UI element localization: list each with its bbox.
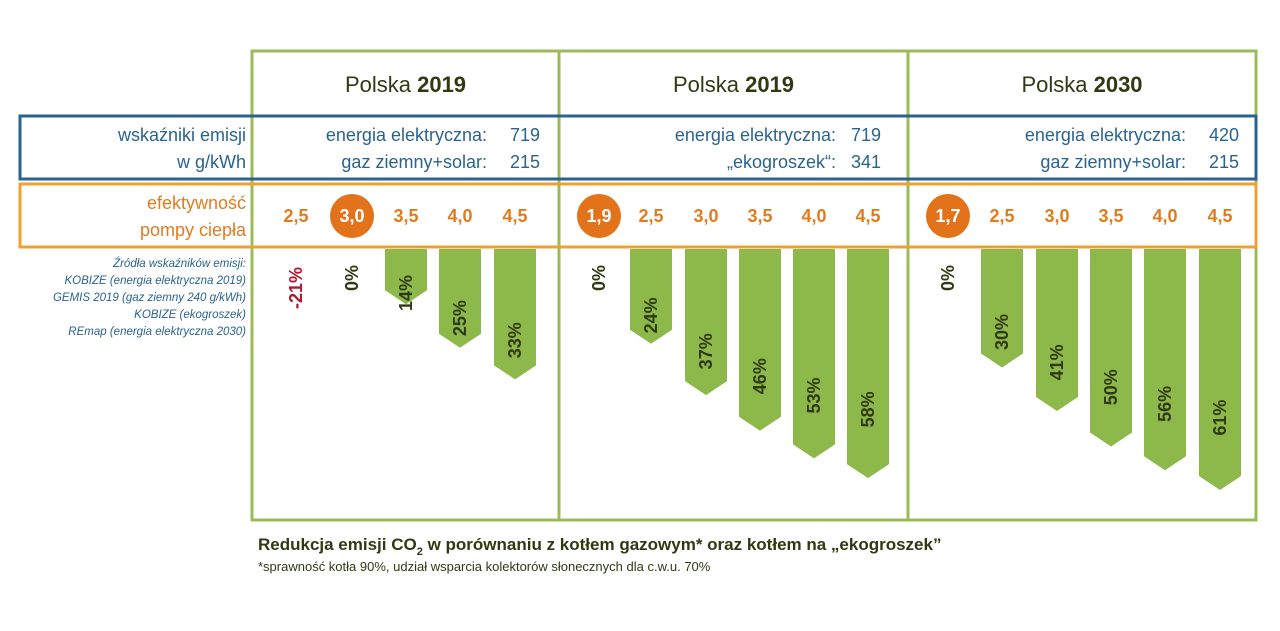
emission-factor-label: energia elektryczna: [326, 125, 487, 145]
reduction-bar [1144, 249, 1186, 471]
source-line: KOBIZE (energia elektryczna 2019) [64, 275, 246, 287]
panel-title: Polska 2019 [345, 72, 466, 97]
reduction-bar [981, 249, 1023, 368]
reduction-bar [494, 249, 536, 380]
source-line: Źródła wskaźników emisji: [112, 257, 246, 270]
reduction-value-label: 0% [589, 265, 609, 291]
reduction-value-label: 58% [858, 391, 878, 427]
emission-row-label-2: w g/kWh [176, 152, 246, 172]
reduction-value-label: 14% [396, 275, 416, 311]
efficiency-value: 4,5 [855, 206, 880, 226]
reduction-value-label: 46% [750, 358, 770, 394]
efficiency-row-box [18, 182, 1258, 249]
efficiency-value: 4,5 [502, 206, 527, 226]
efficiency-value: 4,0 [1152, 206, 1177, 226]
reduction-value-label: 30% [992, 314, 1012, 350]
reduction-value-label: 0% [938, 265, 958, 291]
reduction-value-label: 53% [804, 378, 824, 414]
efficiency-value: 2,5 [283, 206, 308, 226]
reduction-bar [739, 249, 781, 431]
emission-factor-value: 215 [510, 152, 540, 172]
reduction-bar [1199, 249, 1241, 490]
source-line: KOBIZE (ekogroszek) [134, 309, 246, 321]
efficiency-value: 3,5 [1098, 206, 1123, 226]
source-line: GEMIS 2019 (gaz ziemny 240 g/kWh) [53, 292, 246, 304]
reduction-value-label: 33% [505, 322, 525, 358]
reduction-bar [630, 249, 672, 344]
efficiency-value: 1,7 [935, 206, 960, 226]
source-line: REmap (energia elektryczna 2030) [68, 326, 246, 338]
efficiency-value: 4,0 [447, 206, 472, 226]
reduction-value-label: 50% [1101, 369, 1121, 405]
sources-note: Źródła wskaźników emisji: KOBIZE (energi… [53, 257, 246, 338]
emission-row-label-1: wskaźniki emisji [117, 125, 246, 145]
emission-factor-label: energia elektryczna: [675, 125, 836, 145]
panel-title: Polska 2030 [1021, 72, 1142, 97]
efficiency-value: 2,5 [638, 206, 663, 226]
reduction-bar [685, 249, 727, 396]
emission-factor-label: gaz ziemny+solar: [1040, 152, 1186, 172]
reduction-bar [793, 249, 835, 459]
emission-factor-value: 719 [510, 125, 540, 145]
emission-factor-label: gaz ziemny+solar: [341, 152, 487, 172]
reduction-value-label: 24% [641, 297, 661, 333]
reduction-bar [1036, 249, 1078, 411]
emission-factor-value: 420 [1209, 125, 1239, 145]
efficiency-value: 4,0 [801, 206, 826, 226]
emission-factor-label: energia elektryczna: [1025, 125, 1186, 145]
efficiency-value: 3,5 [747, 206, 772, 226]
emission-factor-value: 719 [851, 125, 881, 145]
panel-border [906, 49, 1258, 522]
efficiency-value: 2,5 [989, 206, 1014, 226]
reduction-value-label: 61% [1210, 400, 1230, 436]
emission-factor-label: „ekogroszek“: [727, 152, 836, 172]
efficiency-value: 3,0 [693, 206, 718, 226]
efficiency-value: 4,5 [1207, 206, 1232, 226]
reduction-value-label: 56% [1155, 386, 1175, 422]
reduction-bar [439, 249, 481, 348]
reduction-value-label: 0% [342, 265, 362, 291]
chart-caption: Redukcja emisji CO2 w porównaniu z kotłe… [258, 535, 941, 558]
efficiency-value: 3,5 [393, 206, 418, 226]
caption-footnote: *sprawność kotła 90%, udział wsparcia ko… [258, 559, 711, 574]
efficiency-row-label-1: efektywność [147, 193, 246, 213]
efficiency-value: 3,0 [1044, 206, 1069, 226]
baseline-highlight-circle [577, 194, 621, 238]
reduction-bar [385, 249, 427, 305]
baseline-highlight-circle [330, 194, 374, 238]
emission-factor-value: 215 [1209, 152, 1239, 172]
reduction-value-label: 25% [450, 300, 470, 336]
efficiency-value: 1,9 [586, 206, 611, 226]
efficiency-value: 3,0 [339, 206, 364, 226]
emission-row-box [18, 114, 1258, 181]
reduction-value-label: -21% [286, 267, 306, 309]
baseline-highlight-circle [926, 194, 970, 238]
efficiency-row-label-2: pompy ciepła [140, 220, 247, 240]
reduction-value-label: 37% [696, 333, 716, 369]
reduction-value-label: 41% [1047, 344, 1067, 380]
reduction-bar [1090, 249, 1132, 447]
reduction-bar [847, 249, 889, 479]
panel-title: Polska 2019 [673, 72, 794, 97]
emission-factor-value: 341 [851, 152, 881, 172]
